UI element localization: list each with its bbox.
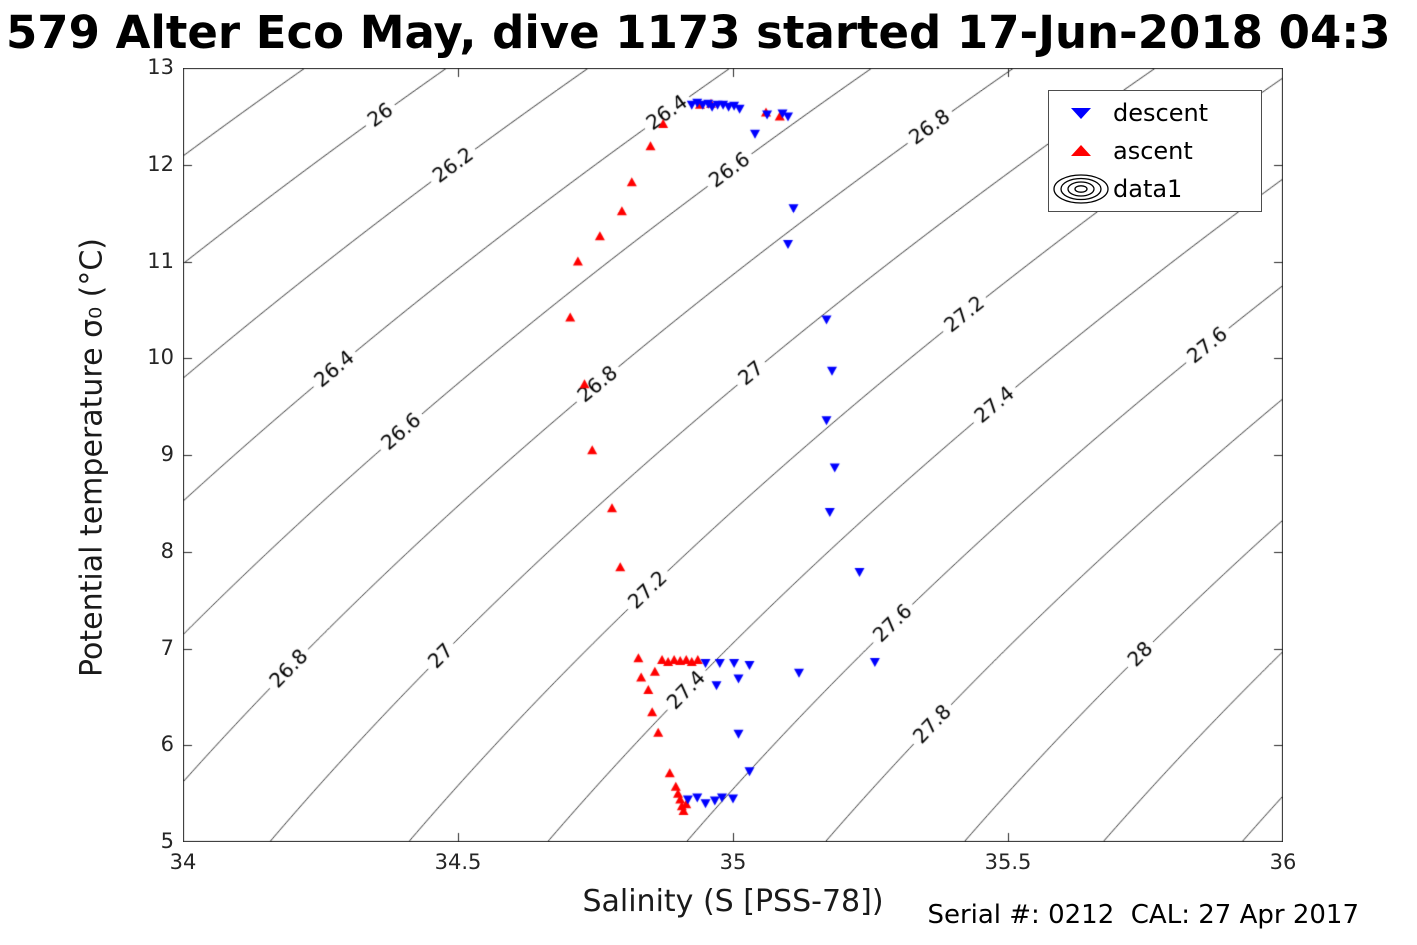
serial-cal-note: Serial #: 0212 CAL: 27 Apr 2017 <box>927 900 1359 930</box>
y-axis-label: Potential temperature σ₀ (°C) <box>74 238 110 677</box>
x-tick-label: 34 <box>169 850 197 874</box>
y-tick-label: 7 <box>160 635 174 660</box>
legend-item-ascent: ascent <box>1049 133 1261 169</box>
y-tick-label: 9 <box>160 442 174 466</box>
x-tick-label: 34.5 <box>434 850 482 874</box>
legend-label-descent: descent <box>1113 99 1209 127</box>
legend-label-data1: data1 <box>1113 175 1183 203</box>
x-tick-label: 35.5 <box>984 850 1032 874</box>
x-axis-label: Salinity (S [PSS-78]) <box>582 884 884 919</box>
x-tick-label: 35 <box>719 850 747 874</box>
legend-item-data1: data1 <box>1049 171 1261 207</box>
y-tick-label: 5 <box>160 829 174 853</box>
triangle-down-icon <box>1049 105 1113 121</box>
contour-ellipses-icon <box>1049 173 1113 205</box>
y-tick-label: 10 <box>147 345 174 370</box>
y-tick-label: 11 <box>147 248 174 273</box>
y-tick-label: 12 <box>147 151 174 176</box>
triangle-up-icon <box>1049 143 1113 159</box>
figure-title: 579 Alter Eco May, dive 1173 started 17-… <box>6 6 1391 59</box>
legend-item-descent: descent <box>1049 95 1261 131</box>
legend-label-ascent: ascent <box>1113 137 1193 165</box>
y-tick-label: 6 <box>160 732 174 757</box>
legend: descent ascent data <box>1048 90 1262 212</box>
y-tick-label: 13 <box>147 55 174 79</box>
y-tick-label: 8 <box>160 538 174 563</box>
x-tick-label: 36 <box>1269 850 1297 874</box>
